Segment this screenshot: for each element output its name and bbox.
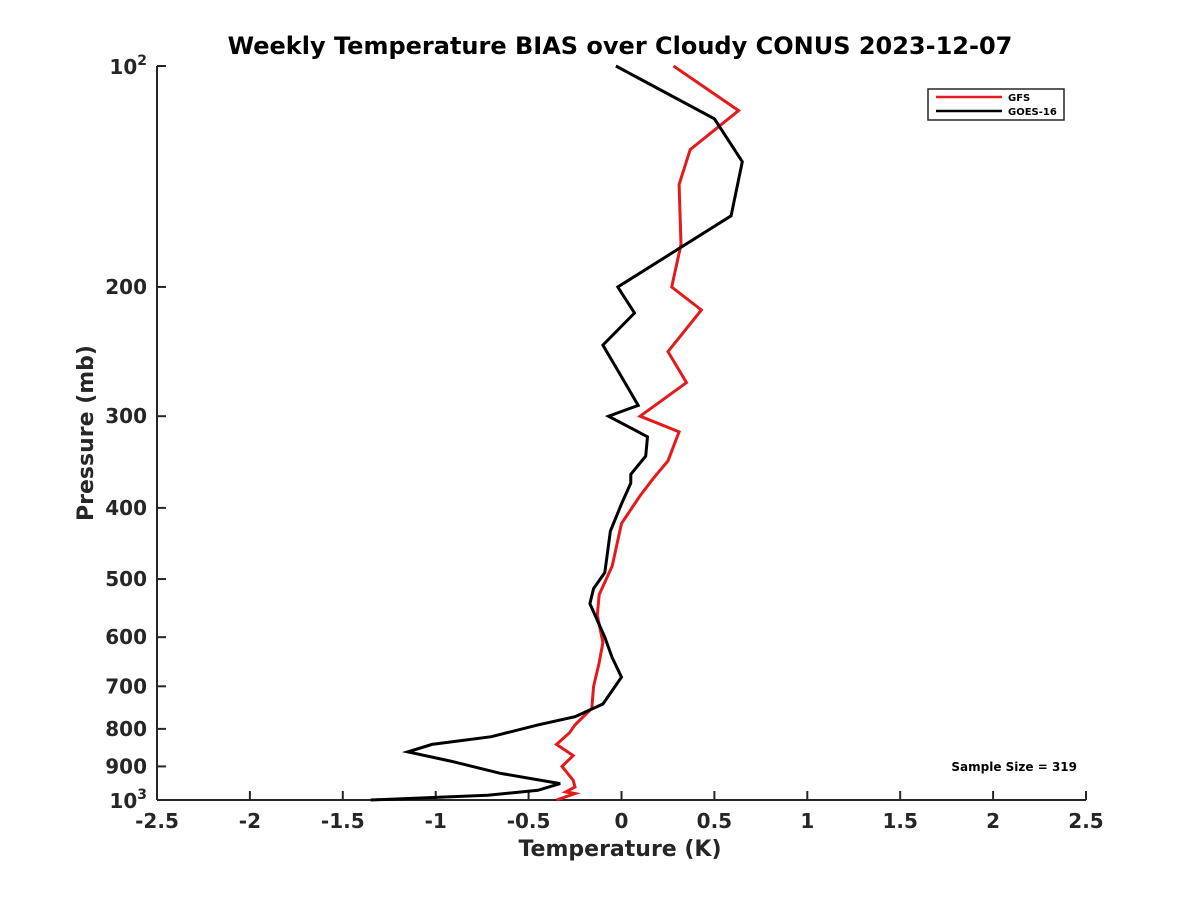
x-tick-label: 0 bbox=[615, 809, 629, 833]
x-tick-label: 0.5 bbox=[697, 809, 732, 833]
legend: GFS GOES-16 bbox=[927, 88, 1065, 121]
y-tick-label: 300 bbox=[105, 404, 147, 428]
x-axis: -2.5 -2 -1.5 -1 -0.5 0 0.5 1 1.5 2 2.5 bbox=[135, 791, 1104, 833]
y-axis-label: Pressure (mb) bbox=[74, 345, 99, 521]
x-axis-label: Temperature (K) bbox=[518, 837, 721, 862]
y-tick-label: 400 bbox=[105, 496, 147, 520]
x-tick-label: -0.5 bbox=[507, 809, 551, 833]
x-tick-label: -1.5 bbox=[321, 809, 365, 833]
y-tick-label: 200 bbox=[105, 275, 147, 299]
series-layer bbox=[370, 64, 744, 802]
series-line-goes-16 bbox=[370, 64, 744, 802]
legend-label: GFS bbox=[1008, 93, 1030, 104]
sample-size-annotation: Sample Size = 319 bbox=[951, 760, 1077, 774]
y-tick-label: 900 bbox=[105, 754, 147, 778]
y-tick-label: 600 bbox=[105, 625, 147, 649]
series-line-gfs bbox=[554, 64, 742, 802]
x-tick-label: 1.5 bbox=[882, 809, 917, 833]
x-tick-label: 1 bbox=[800, 809, 814, 833]
chart-title: Weekly Temperature BIAS over Cloudy CONU… bbox=[228, 32, 1013, 60]
x-tick-label: -2.5 bbox=[135, 809, 179, 833]
x-tick-label: -1 bbox=[425, 809, 447, 833]
legend-box bbox=[927, 88, 1065, 121]
y-tick-label: 800 bbox=[105, 717, 147, 741]
plot-area bbox=[156, 66, 1086, 801]
y-tick-label-power: 103 bbox=[109, 787, 147, 813]
y-tick-label: 500 bbox=[105, 567, 147, 591]
x-tick-label: 2 bbox=[986, 809, 1000, 833]
y-tick-label-power: 102 bbox=[109, 53, 147, 79]
y-tick-label: 700 bbox=[105, 674, 147, 698]
y-axis: 200 300 400 500 600 700 800 900 102 103 bbox=[105, 53, 166, 813]
x-tick-label: -2 bbox=[239, 809, 261, 833]
x-tick-label: 2.5 bbox=[1068, 809, 1103, 833]
legend-label: GOES-16 bbox=[1008, 107, 1057, 118]
